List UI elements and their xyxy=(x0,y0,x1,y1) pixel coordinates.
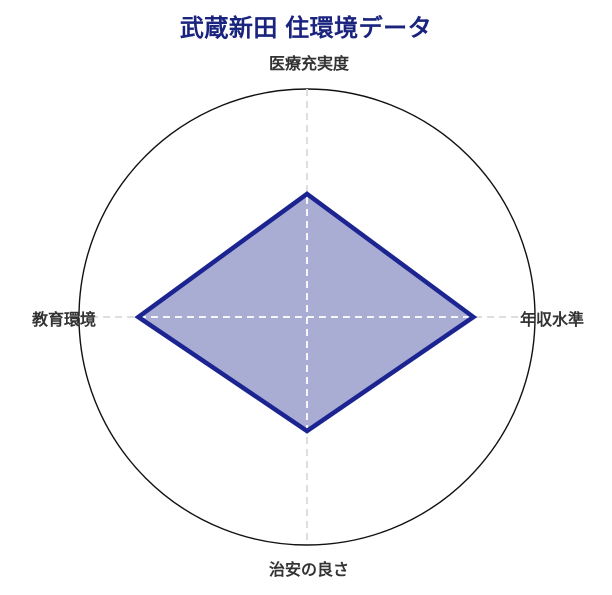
radar-polygon-fill xyxy=(138,193,474,431)
inner-axis-dashes xyxy=(138,193,474,431)
axis-label-income: 年収水準 xyxy=(520,312,585,329)
radar-polygon-border xyxy=(134,191,478,434)
axis-label-safety: 治安の良さ xyxy=(268,562,350,579)
chart-title: 武蔵新田 住環境データ xyxy=(179,15,433,42)
axis-label-education: 教育環境 xyxy=(31,312,96,329)
axis-label-medical: 医療充実度 xyxy=(268,56,350,73)
